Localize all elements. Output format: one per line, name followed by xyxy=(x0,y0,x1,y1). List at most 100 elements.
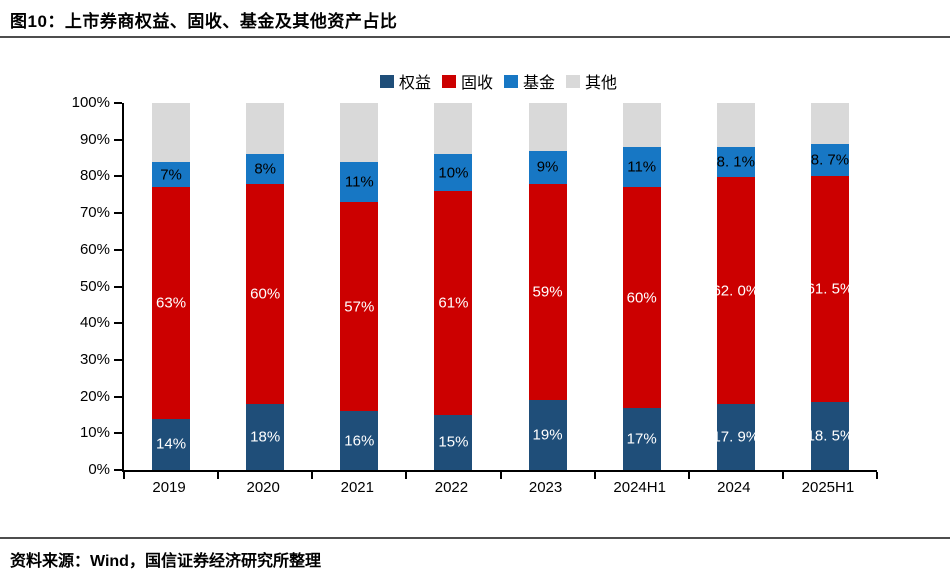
title-divider xyxy=(0,36,950,38)
x-axis-tick xyxy=(123,472,125,479)
bar-segment-其他 xyxy=(716,103,755,148)
bar-segment-固收: 57% xyxy=(340,202,379,412)
bar-segment-权益: 16% xyxy=(340,411,379,470)
plot-area: 0% 10% 20% 30% 40% 50% 60% 70% 80% 90% 100% 14% 63% 7… xyxy=(72,94,878,479)
segment-value-label: 17. 9% xyxy=(712,428,760,446)
figure-title: 图10：上市券商权益、固收、基金及其他资产占比 xyxy=(10,12,398,31)
segment-value-label: 9% xyxy=(536,158,559,176)
bar-segment-权益: 15% xyxy=(434,414,473,470)
segment-value-label: 10% xyxy=(438,164,469,182)
bar-segment-固收: 60% xyxy=(246,183,285,404)
x-axis-tick xyxy=(311,472,314,479)
bar-segment-权益: 17. 9% xyxy=(712,404,759,470)
bar-segment-权益: 18% xyxy=(246,403,285,470)
y-axis-tick xyxy=(114,322,122,325)
x-axis-category-label: 2024 xyxy=(717,479,751,496)
y-axis-tick xyxy=(114,395,122,398)
segment-value-label: 7% xyxy=(160,166,182,184)
segment-value-label: 60% xyxy=(626,289,657,307)
x-axis-category-label: 2023 xyxy=(528,479,563,496)
legend-swatch-icon xyxy=(566,74,581,88)
x-axis-category-label: 2020 xyxy=(246,479,280,496)
y-axis-tick-label: 60% xyxy=(79,240,110,258)
bar-segment-固收: 61. 5% xyxy=(807,176,853,403)
y-axis-tick-label: 90% xyxy=(79,130,110,148)
x-axis-category-label: 2022 xyxy=(434,479,469,496)
legend-label: 基金 xyxy=(523,75,556,92)
y-axis-tick xyxy=(114,138,122,141)
footer-divider xyxy=(0,537,950,539)
bar-segment-其他 xyxy=(434,103,473,155)
y-axis-tick xyxy=(114,469,122,471)
segment-value-label: 11% xyxy=(344,173,374,191)
chart-legend: 权益 固收 基金 其他 xyxy=(122,69,875,93)
x-axis-tick xyxy=(687,472,690,479)
bar-column-2020: 18% 60% 8% xyxy=(246,103,285,470)
segment-value-label: 61. 5% xyxy=(806,280,854,298)
segment-value-label: 57% xyxy=(344,298,375,316)
y-axis-tick-label: 20% xyxy=(79,387,110,405)
bar-column-2023: 19% 59% 9% xyxy=(528,103,567,470)
y-axis-tick xyxy=(114,102,122,104)
y-axis-tick xyxy=(114,285,122,288)
bar-segment-其他 xyxy=(246,103,285,155)
x-axis-category-label: 2024H1 xyxy=(613,479,666,496)
segment-value-label: 63% xyxy=(156,294,187,312)
bar-segment-固收: 60% xyxy=(622,187,661,408)
legend-item-其他: 其他 xyxy=(566,69,617,93)
segment-value-label: 11% xyxy=(627,158,657,176)
y-axis-tick xyxy=(114,248,122,251)
bar-segment-固收: 63% xyxy=(152,187,191,419)
bar-column-2024H1: 17% 60% 11% xyxy=(622,103,661,470)
legend-item-固收: 固收 xyxy=(441,69,493,93)
bar-column-2025H1: 18. 5% 61. 5% 8. 7% xyxy=(807,103,853,470)
segment-value-label: 18. 5% xyxy=(806,427,854,445)
y-axis-tick xyxy=(114,432,122,435)
bar-segment-基金: 9% xyxy=(528,150,567,184)
x-axis-tick xyxy=(876,472,878,479)
bar-segment-固收: 61% xyxy=(434,191,473,415)
segment-value-label: 14% xyxy=(156,435,187,453)
bar-segment-基金: 8. 1% xyxy=(717,147,755,177)
bar-segment-基金: 8. 7% xyxy=(810,144,850,177)
segment-value-label: 8. 7% xyxy=(810,151,850,169)
x-axis-tick xyxy=(499,472,502,479)
y-axis-tick xyxy=(114,175,122,178)
bar-segment-其他 xyxy=(340,103,379,162)
segment-value-label: 60% xyxy=(250,285,281,303)
bar-segment-其他 xyxy=(810,103,849,145)
bar-segment-其他 xyxy=(528,103,567,151)
bar-segment-基金: 7% xyxy=(152,161,191,188)
bar-column-2019: 14% 63% 7% xyxy=(152,103,191,470)
bar-segment-基金: 11% xyxy=(340,161,379,203)
bar-segment-基金: 10% xyxy=(434,154,473,192)
y-axis-tick xyxy=(114,212,122,215)
y-axis-tick-label: 30% xyxy=(79,350,110,368)
legend-swatch-icon xyxy=(379,74,394,88)
bar-segment-基金: 11% xyxy=(622,147,661,188)
x-axis-tick xyxy=(217,472,220,479)
segment-value-label: 17% xyxy=(626,430,657,448)
segment-value-label: 61% xyxy=(438,294,469,312)
bar-segment-权益: 14% xyxy=(152,418,191,470)
segment-value-label: 62. 0% xyxy=(712,282,760,300)
segment-value-label: 8% xyxy=(254,160,277,178)
segment-value-label: 19% xyxy=(532,426,563,444)
y-axis-tick-label: 10% xyxy=(79,424,110,442)
bar-segment-权益: 17% xyxy=(622,407,661,470)
bar-segment-其他 xyxy=(622,103,661,148)
x-axis-tick xyxy=(405,472,408,479)
y-axis-tick-label: 40% xyxy=(79,314,110,332)
x-axis-category-label: 2019 xyxy=(152,479,186,496)
bar-segment-权益: 18. 5% xyxy=(807,402,853,470)
legend-item-基金: 基金 xyxy=(504,69,555,93)
bar-segment-固收: 62. 0% xyxy=(712,176,759,405)
x-axis-tick xyxy=(781,472,784,479)
legend-label: 固收 xyxy=(460,75,493,92)
legend-label: 权益 xyxy=(398,75,431,92)
legend-swatch-icon xyxy=(504,74,518,88)
bar-segment-固收: 59% xyxy=(528,183,567,401)
bar-segment-基金: 8% xyxy=(246,154,285,184)
segment-value-label: 59% xyxy=(532,283,563,301)
y-axis-tick xyxy=(114,358,122,361)
